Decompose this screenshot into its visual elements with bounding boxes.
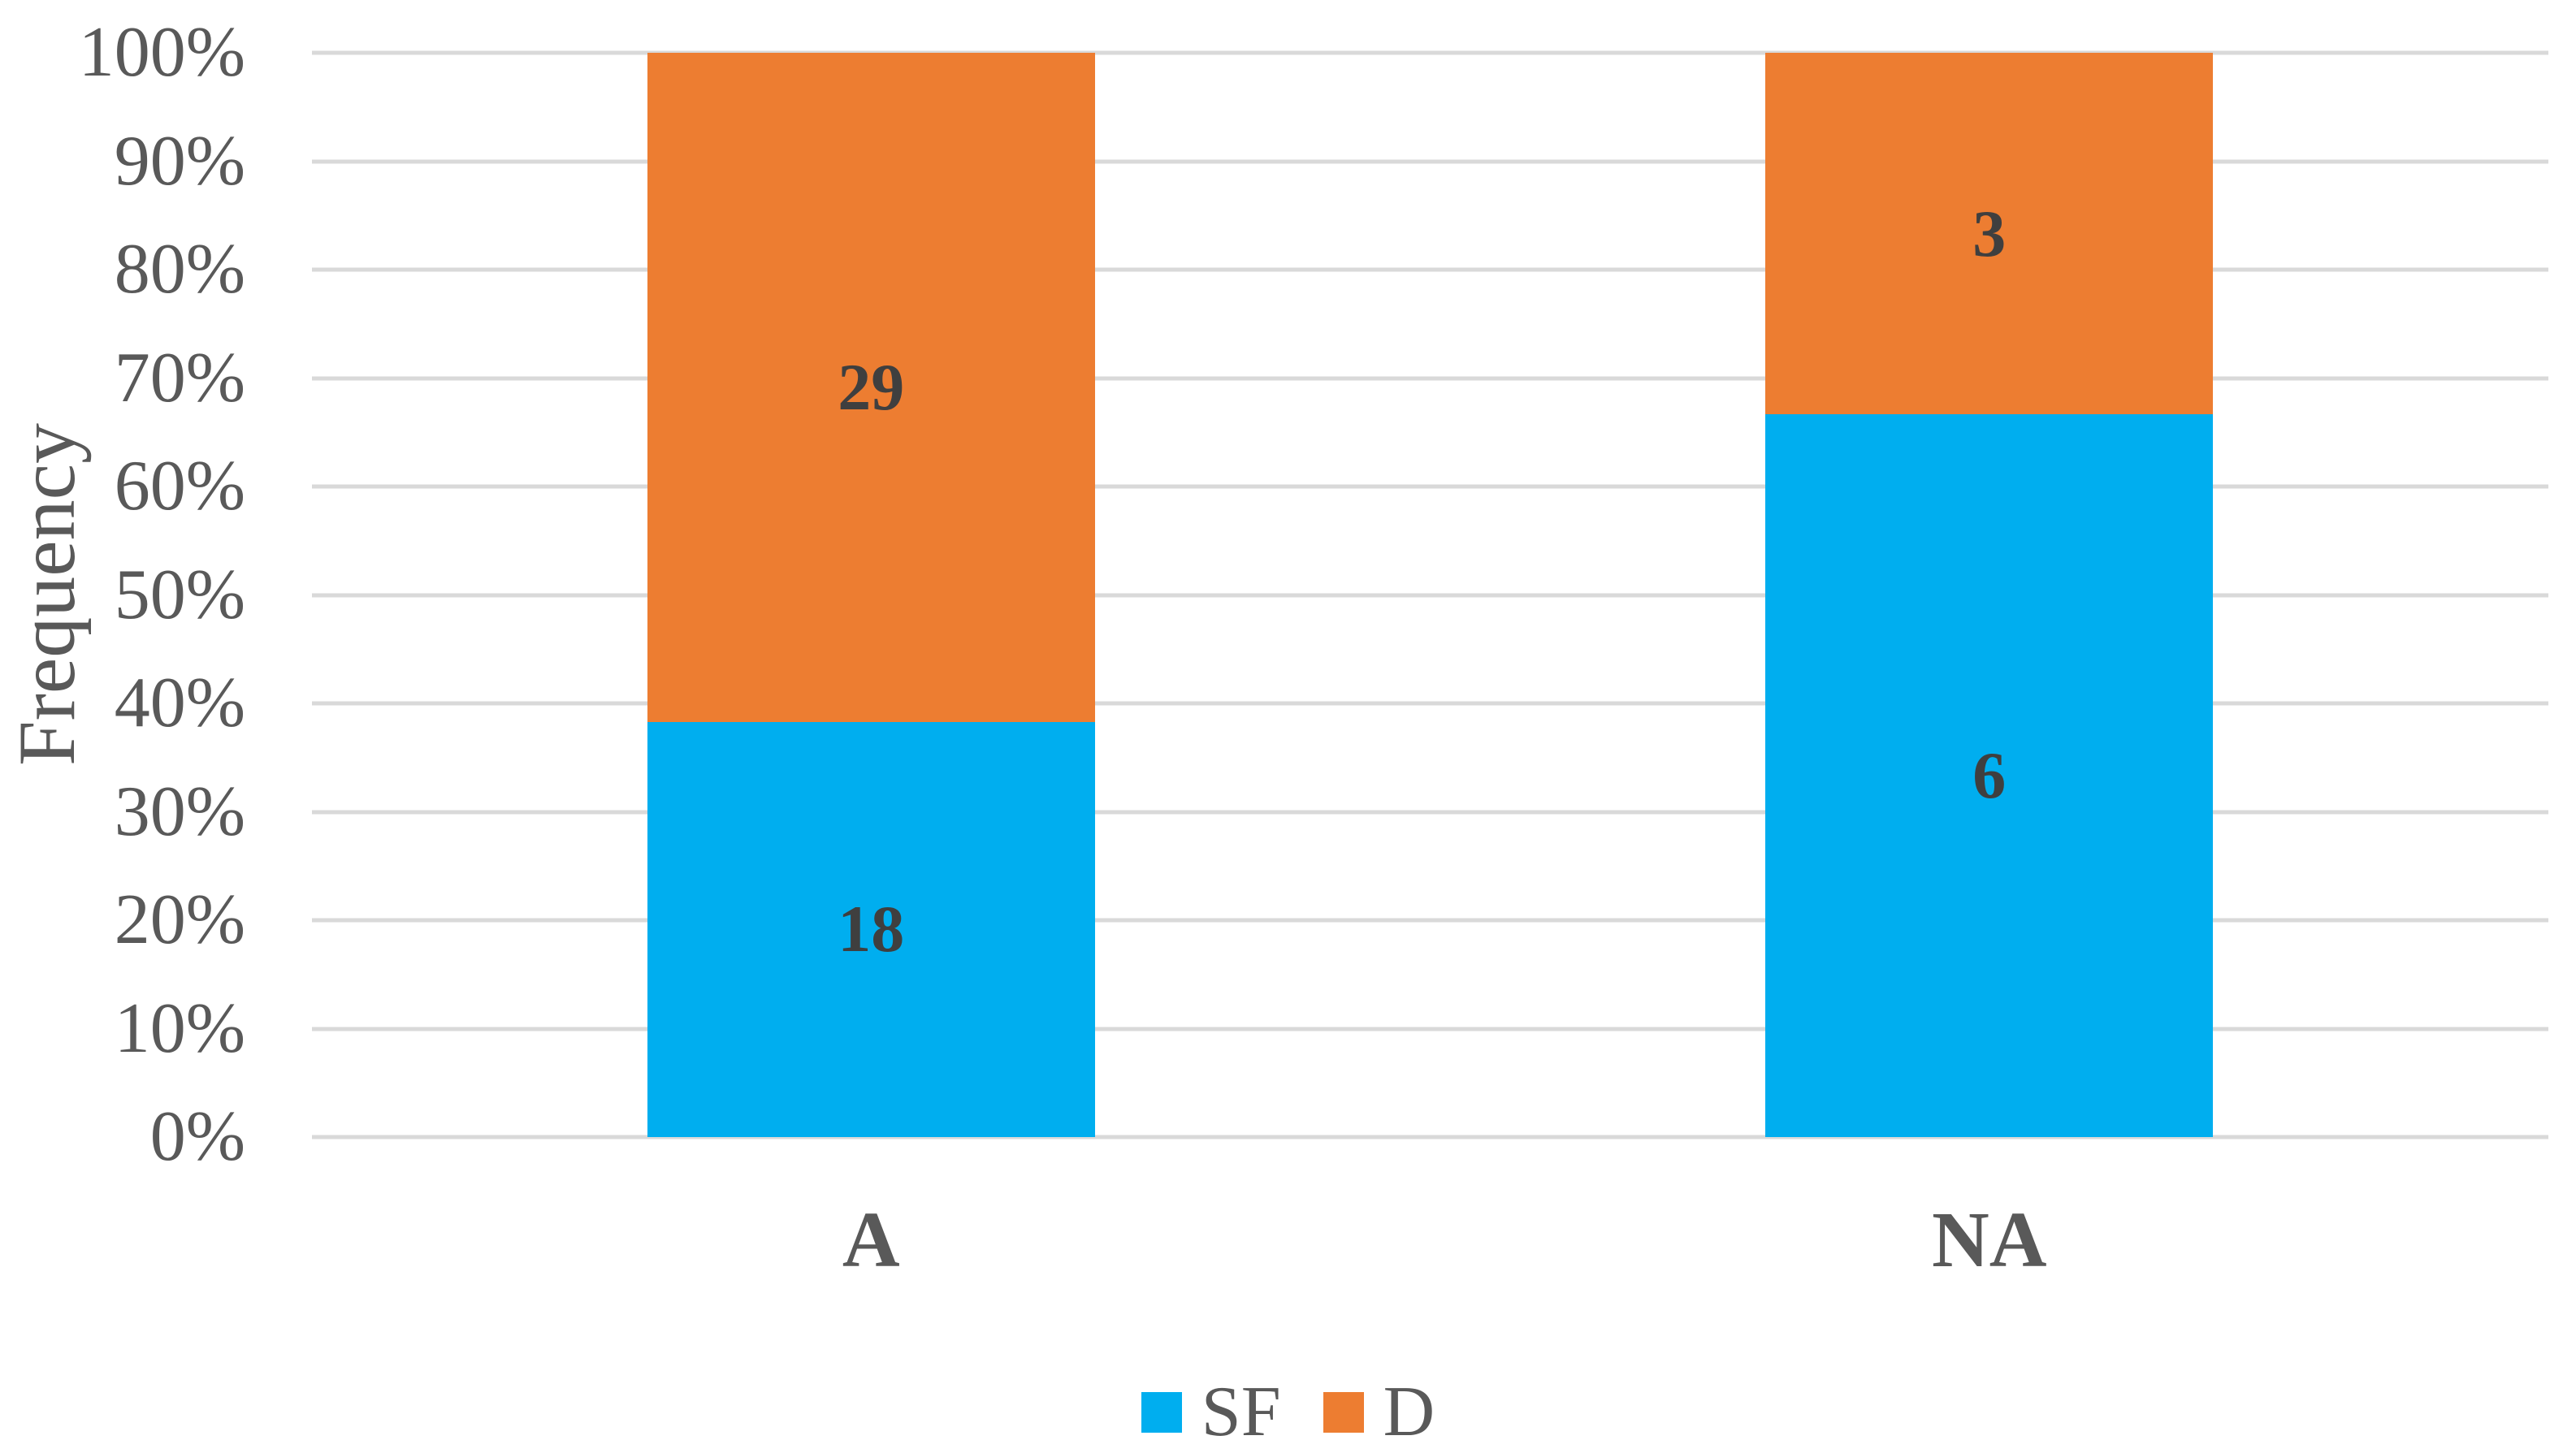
- gridline: [312, 159, 2548, 163]
- gridline: [312, 267, 2548, 272]
- y-tick-label: 40%: [114, 664, 245, 742]
- value-label: 3: [1972, 196, 2007, 270]
- gridline: [312, 1135, 2548, 1139]
- y-tick-label: 0%: [149, 1097, 245, 1176]
- legend-label-d: D: [1383, 1373, 1435, 1440]
- legend-item-d: D: [1323, 1377, 1435, 1440]
- y-tick-label: 60%: [114, 447, 245, 525]
- y-tick-label: 90%: [114, 121, 245, 201]
- gridline: [312, 918, 2548, 923]
- y-tick-label: 10%: [114, 988, 245, 1068]
- gridline: [312, 50, 2548, 55]
- legend-swatch-sf: [1141, 1392, 1182, 1433]
- legend-swatch-d: [1323, 1392, 1364, 1433]
- segment-sf-na: 6: [1765, 414, 2214, 1137]
- y-tick-label: 20%: [114, 880, 245, 959]
- y-tick-label: 30%: [114, 772, 245, 851]
- gridline: [312, 1027, 2548, 1031]
- gridline: [312, 376, 2548, 380]
- segment-sf-a: 18: [647, 721, 1095, 1137]
- stacked-bar-a: 29 18: [647, 53, 1095, 1137]
- x-axis-category-labels: A NA: [312, 1200, 2548, 1290]
- x-category-label-na: NA: [1931, 1196, 2047, 1284]
- gridline: [312, 701, 2548, 706]
- gridline: [312, 484, 2548, 489]
- y-tick-label: 50%: [114, 555, 245, 634]
- value-label: 29: [838, 349, 905, 424]
- gridline: [312, 810, 2548, 814]
- plot-area: 29 18 3 6: [312, 50, 2548, 1139]
- y-tick-label: 70%: [114, 338, 245, 417]
- y-axis-ticks: 0% 10% 20% 30% 40% 50% 60% 70% 80% 90% 100%: [0, 17, 279, 1173]
- value-label: 6: [1972, 738, 2007, 812]
- y-tick-label: 100%: [78, 13, 245, 92]
- legend: SF D: [0, 1377, 2576, 1440]
- y-tick-label: 80%: [114, 230, 245, 309]
- legend-label-sf: SF: [1201, 1373, 1281, 1440]
- x-category-label-a: A: [842, 1196, 900, 1284]
- segment-d-a: 29: [647, 53, 1095, 722]
- value-label: 18: [838, 892, 905, 966]
- gridline: [312, 593, 2548, 597]
- segment-d-na: 3: [1765, 53, 2214, 414]
- legend-item-sf: SF: [1141, 1377, 1281, 1440]
